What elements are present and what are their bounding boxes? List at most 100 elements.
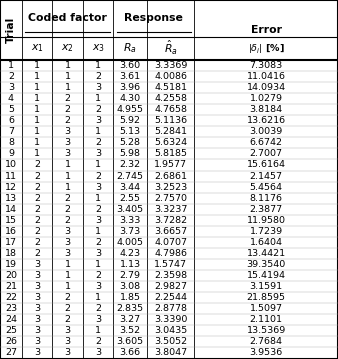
Text: 1.7239: 1.7239	[249, 227, 283, 236]
Text: 3.5052: 3.5052	[154, 337, 187, 346]
Text: $x_2$: $x_2$	[61, 42, 74, 54]
Text: 1: 1	[65, 282, 71, 291]
Text: 3: 3	[65, 337, 71, 346]
Text: 2.79: 2.79	[120, 271, 141, 280]
Text: 24: 24	[5, 315, 17, 324]
Text: 5.6324: 5.6324	[154, 138, 187, 148]
Text: 13.6216: 13.6216	[247, 116, 286, 125]
Text: 3.08: 3.08	[120, 282, 141, 291]
Text: 3.0039: 3.0039	[249, 127, 283, 136]
Text: 2: 2	[34, 194, 40, 203]
Text: 1: 1	[34, 138, 40, 148]
Text: 3.405: 3.405	[117, 205, 144, 214]
Text: 3.3237: 3.3237	[154, 205, 187, 214]
Text: 3.0435: 3.0435	[154, 326, 187, 335]
Text: 5.4564: 5.4564	[250, 183, 283, 192]
Text: 4.7986: 4.7986	[154, 249, 187, 258]
Text: 2: 2	[65, 194, 71, 203]
Text: 2.3598: 2.3598	[154, 271, 187, 280]
Text: 13.4421: 13.4421	[247, 249, 286, 258]
Text: 5.13: 5.13	[120, 127, 141, 136]
Text: 26: 26	[5, 337, 17, 346]
Text: 3: 3	[34, 293, 40, 302]
Text: 4.7658: 4.7658	[154, 105, 187, 114]
Text: 5.92: 5.92	[120, 116, 141, 125]
Text: 3.9536: 3.9536	[249, 349, 283, 358]
Text: 5.28: 5.28	[120, 138, 141, 148]
Text: 2.835: 2.835	[117, 304, 144, 313]
Text: 2: 2	[34, 216, 40, 225]
Text: 4.0707: 4.0707	[154, 238, 187, 247]
Text: Error: Error	[251, 25, 282, 35]
Text: 1: 1	[65, 183, 71, 192]
Text: 3: 3	[95, 282, 101, 291]
Text: 13: 13	[5, 194, 17, 203]
Text: 1: 1	[95, 326, 101, 335]
Text: $x_3$: $x_3$	[92, 42, 104, 54]
Text: 2: 2	[34, 227, 40, 236]
Text: 3.44: 3.44	[120, 183, 141, 192]
Text: 19: 19	[5, 260, 17, 269]
Text: 1: 1	[95, 94, 101, 103]
Text: 3.8047: 3.8047	[154, 349, 187, 358]
Text: 2: 2	[34, 172, 40, 181]
Text: 3: 3	[65, 326, 71, 335]
Text: $\left|\delta_i\right|$ [%]: $\left|\delta_i\right|$ [%]	[248, 42, 285, 55]
Text: 2: 2	[95, 138, 101, 148]
Text: 1: 1	[95, 227, 101, 236]
Text: 3: 3	[95, 83, 101, 92]
Text: 4.23: 4.23	[120, 249, 141, 258]
Text: 3.61: 3.61	[120, 72, 141, 81]
Text: 2: 2	[34, 205, 40, 214]
Text: 3: 3	[8, 83, 14, 92]
Text: 2: 2	[95, 205, 101, 214]
Text: 3: 3	[34, 260, 40, 269]
Text: 3: 3	[34, 315, 40, 324]
Text: 3: 3	[65, 249, 71, 258]
Text: 3.3369: 3.3369	[154, 61, 187, 70]
Text: 3.33: 3.33	[119, 216, 141, 225]
Text: 3: 3	[65, 227, 71, 236]
Text: 2.32: 2.32	[120, 160, 141, 169]
Text: 10: 10	[5, 160, 17, 169]
Text: 3.1591: 3.1591	[249, 282, 283, 291]
Text: 5: 5	[8, 105, 14, 114]
Text: 14: 14	[5, 205, 17, 214]
Text: 13.5369: 13.5369	[246, 326, 286, 335]
Text: 11.0416: 11.0416	[247, 72, 286, 81]
Text: 4.955: 4.955	[117, 105, 144, 114]
Text: 9: 9	[8, 149, 14, 158]
Text: 2: 2	[34, 183, 40, 192]
Text: 3.2523: 3.2523	[154, 183, 187, 192]
Text: 1: 1	[95, 293, 101, 302]
Text: 2.9827: 2.9827	[154, 282, 187, 291]
Text: 39.3540: 39.3540	[246, 260, 286, 269]
Text: 15: 15	[5, 216, 17, 225]
Text: 6.6742: 6.6742	[250, 138, 283, 148]
Text: 4.0086: 4.0086	[154, 72, 187, 81]
Text: 7.3083: 7.3083	[249, 61, 283, 70]
Text: 1: 1	[65, 260, 71, 269]
Text: 2.1101: 2.1101	[250, 315, 283, 324]
Text: 2.8778: 2.8778	[154, 304, 187, 313]
Text: 2.7684: 2.7684	[250, 337, 283, 346]
Text: 18: 18	[5, 249, 17, 258]
Text: 2.6861: 2.6861	[154, 172, 187, 181]
Text: 17: 17	[5, 238, 17, 247]
Text: 1: 1	[95, 194, 101, 203]
Text: 5.1136: 5.1136	[154, 116, 187, 125]
Text: 3: 3	[65, 138, 71, 148]
Text: 3: 3	[65, 149, 71, 158]
Text: 2: 2	[34, 238, 40, 247]
Text: 1.0279: 1.0279	[250, 94, 283, 103]
Text: 22: 22	[5, 293, 17, 302]
Text: 3: 3	[34, 271, 40, 280]
Text: 27: 27	[5, 349, 17, 358]
Text: 3.3390: 3.3390	[154, 315, 187, 324]
Text: 5.2841: 5.2841	[154, 127, 187, 136]
Text: $x_1$: $x_1$	[31, 42, 44, 54]
Text: 3: 3	[95, 183, 101, 192]
Text: 3: 3	[34, 337, 40, 346]
Text: 14.0934: 14.0934	[247, 83, 286, 92]
Text: 1.5097: 1.5097	[250, 304, 283, 313]
